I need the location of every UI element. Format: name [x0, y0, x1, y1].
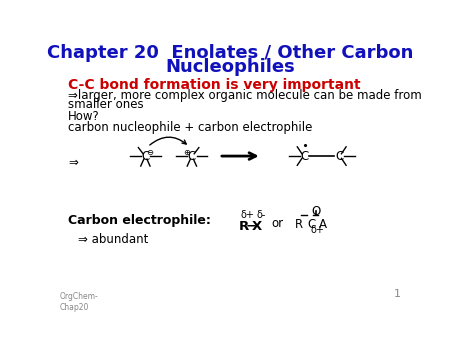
Text: δ+: δ+ [310, 225, 324, 235]
Text: −: − [245, 220, 256, 233]
Text: R: R [238, 220, 248, 233]
Text: R: R [295, 218, 303, 231]
Text: carbon nucleophile + carbon electrophile: carbon nucleophile + carbon electrophile [68, 121, 312, 134]
Text: C-C bond formation is very important: C-C bond formation is very important [68, 77, 360, 92]
Text: smaller ones: smaller ones [68, 98, 144, 111]
Text: 1: 1 [393, 289, 400, 299]
Text: ⇒ abundant: ⇒ abundant [78, 233, 148, 246]
Text: ⊖: ⊖ [146, 148, 153, 157]
Text: C: C [300, 149, 308, 163]
Text: δ+: δ+ [241, 210, 255, 220]
Text: ⇒: ⇒ [68, 156, 78, 169]
Text: How?: How? [68, 110, 99, 123]
Text: Carbon electrophile:: Carbon electrophile: [68, 214, 211, 227]
Text: O: O [311, 204, 320, 218]
Text: Nucleophiles: Nucleophiles [166, 57, 296, 75]
Text: or: or [272, 217, 284, 230]
Text: C: C [335, 149, 343, 163]
Text: C: C [188, 149, 196, 163]
Text: C: C [307, 218, 315, 231]
Text: Chapter 20  Enolates / Other Carbon: Chapter 20 Enolates / Other Carbon [47, 44, 414, 63]
Text: X: X [252, 220, 262, 233]
Text: ⇒larger, more complex organic molecule can be made from: ⇒larger, more complex organic molecule c… [68, 89, 422, 102]
Text: δ-: δ- [256, 210, 265, 220]
Text: A: A [319, 218, 327, 231]
FancyArrowPatch shape [150, 137, 186, 145]
Text: ⊕: ⊕ [184, 148, 191, 157]
Text: OrgChem-
Chap20: OrgChem- Chap20 [60, 292, 99, 312]
Text: C: C [141, 149, 149, 163]
